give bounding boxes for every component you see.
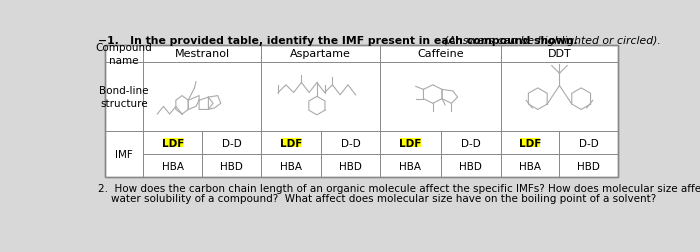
Text: HBA: HBA — [280, 161, 302, 171]
Bar — [400, 139, 421, 147]
Text: LDF: LDF — [162, 138, 184, 148]
Text: D-D: D-D — [341, 138, 360, 148]
Text: HBA: HBA — [400, 161, 421, 171]
Text: LDF: LDF — [280, 138, 302, 148]
Bar — [162, 139, 183, 147]
Text: 2.  How does the carbon chain length of an organic molecule affect the specific : 2. How does the carbon chain length of a… — [98, 184, 700, 194]
Text: (Answers can be highlighted or circled).: (Answers can be highlighted or circled). — [444, 36, 661, 46]
Bar — [104, 46, 618, 177]
Text: LDF: LDF — [399, 138, 421, 148]
Text: D-D: D-D — [579, 138, 598, 148]
Text: HBD: HBD — [459, 161, 482, 171]
Text: HBD: HBD — [578, 161, 601, 171]
Text: Aspartame: Aspartame — [290, 49, 351, 59]
Text: HBA: HBA — [162, 161, 183, 171]
Text: Compound
name: Compound name — [95, 42, 153, 66]
Text: D-D: D-D — [222, 138, 242, 148]
Text: IMF: IMF — [115, 149, 133, 160]
Text: water solubility of a compound?  What affect does molecular size have on the boi: water solubility of a compound? What aff… — [98, 194, 657, 204]
Text: Mestranol: Mestranol — [174, 49, 230, 59]
Text: HBA: HBA — [519, 161, 541, 171]
Text: Bond-line
structure: Bond-line structure — [99, 85, 148, 109]
Text: HBD: HBD — [220, 161, 243, 171]
Text: LDF: LDF — [519, 138, 541, 148]
Text: DDT: DDT — [547, 49, 571, 59]
Text: D-D: D-D — [461, 138, 480, 148]
Text: −1.   In the provided table, identify the IMF present in each compound shown.: −1. In the provided table, identify the … — [98, 36, 582, 46]
Text: Caffeine: Caffeine — [417, 49, 464, 59]
Bar — [520, 139, 540, 147]
Text: HBD: HBD — [340, 161, 362, 171]
Bar — [281, 139, 301, 147]
